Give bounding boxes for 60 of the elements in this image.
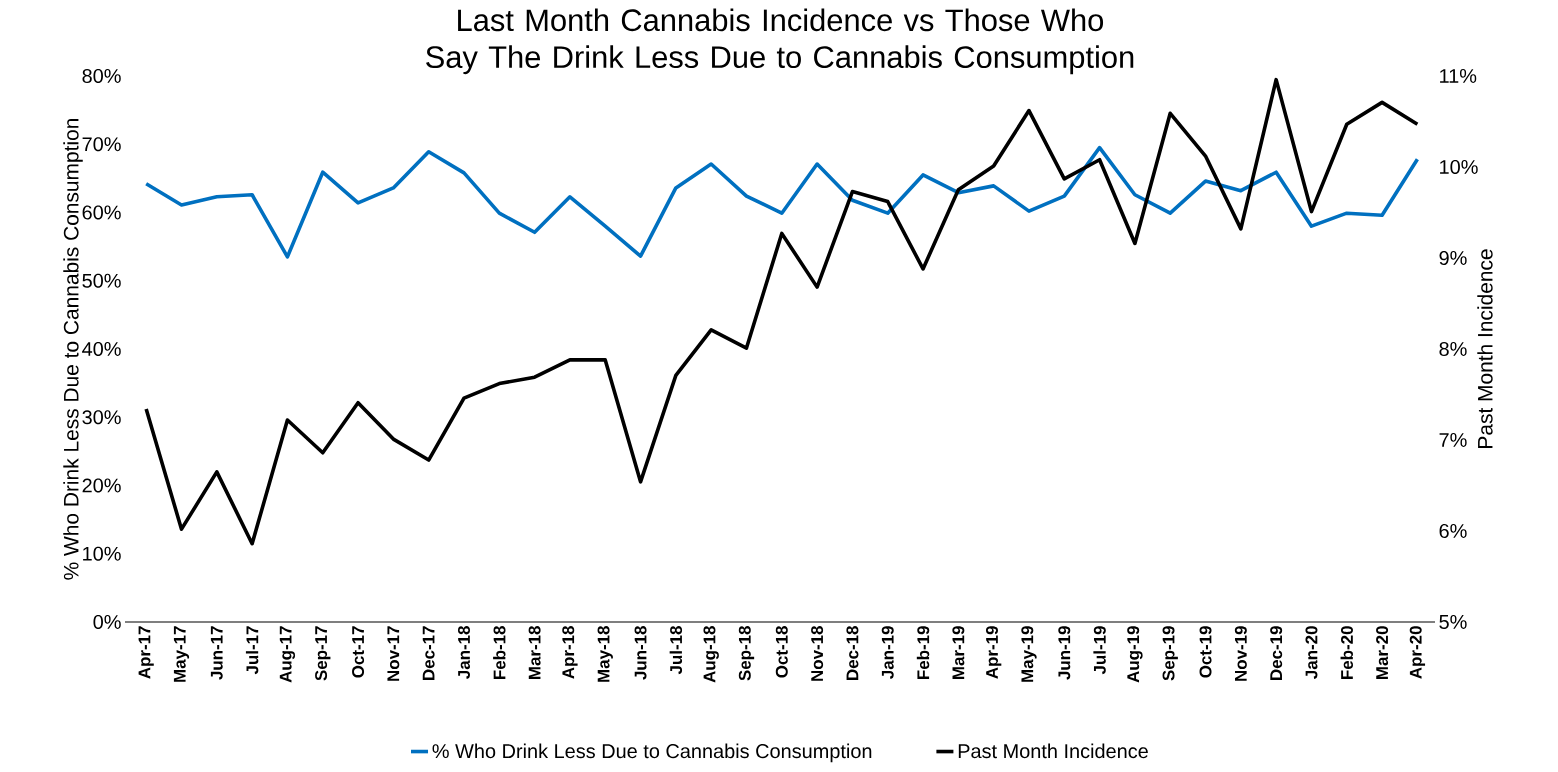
x-tick-label: Dec-18 (846, 626, 859, 680)
chart-title: Last Month Cannabis Incidence vs Those Who Say The Drink Less Due to Cannabis Consumption (426, 8, 1134, 75)
y-tick-label: 40% (82, 341, 121, 357)
x-tick-label: Jan-20 (1305, 626, 1318, 679)
x-tick-label: Jan-19 (881, 626, 894, 679)
x-tick-label: Nov-17 (387, 626, 400, 681)
x-tick-label: Aug-18 (703, 626, 719, 683)
x-tick-label: Jun-17 (210, 626, 223, 680)
y2-tick-label: 11% (1440, 69, 1477, 83)
x-tick-label: Oct-19 (1199, 626, 1212, 678)
x-tick-label: Jul-17 (245, 626, 259, 675)
x-tick-label: Dec-19 (1270, 626, 1283, 680)
legend-label: % Who Drink Less Due to Cannabis Consumption (432, 743, 872, 763)
y2-tick-label: 8% (1439, 341, 1467, 357)
x-tick-label: Feb-18 (493, 626, 506, 679)
x-tick-label: Sep-18 (738, 626, 755, 681)
x-tick-label: Feb-20 (1340, 626, 1353, 679)
y-tick-label: 10% (83, 546, 121, 561)
y-tick-label: 80% (82, 68, 121, 84)
x-tick-label: Nov-18 (811, 626, 824, 681)
x-tick-label: Aug-19 (1127, 626, 1143, 683)
y-tick-label: 0% (93, 614, 121, 630)
x-tick-label: Mar-18 (528, 626, 541, 679)
x-tick-label: Oct-18 (775, 626, 788, 678)
y-tick-label: 30% (82, 410, 121, 425)
x-tick-label: Jun-18 (634, 626, 647, 680)
x-tick-label: Sep-19 (1162, 626, 1178, 681)
x-tick-label: Dec-17 (422, 626, 435, 680)
x-tick-label: Jun-19 (1058, 626, 1071, 680)
line-series (144, 145, 1420, 259)
x-tick-label: Feb-19 (916, 626, 930, 679)
x-tick-label: Apr-18 (562, 626, 578, 679)
y2-tick-label: 10% (1440, 159, 1478, 175)
x-tick-label: Nov-19 (1234, 626, 1247, 681)
y2-tick-label: 6% (1439, 523, 1467, 539)
x-tick-label: Mar-19 (952, 626, 965, 679)
y2-tick-label: 5% (1439, 614, 1467, 629)
x-tick-label: Jan-18 (457, 626, 470, 679)
y2-tick-label: 9% (1439, 250, 1467, 266)
line-series (144, 77, 1420, 546)
x-tick-label: May-18 (597, 626, 613, 682)
y-tick-label: 50% (82, 273, 121, 288)
x-tick-label: Apr-20 (1409, 626, 1426, 679)
y2-axis-title: Past Month Incidence (1477, 249, 1493, 448)
y-axis-title: % Who Drink Less Due to Cannabis Consumption (63, 119, 83, 580)
y-tick-label: 70% (82, 137, 121, 152)
x-tick-label: Apr-17 (138, 626, 154, 679)
x-tick-label: Oct-17 (352, 626, 365, 678)
x-tick-label: Aug-17 (279, 626, 296, 683)
x-tick-label: Apr-19 (985, 626, 1002, 679)
y-tick-label: 60% (82, 205, 121, 220)
x-tick-label: Sep-17 (315, 626, 331, 681)
y2-tick-label: 7% (1439, 433, 1467, 447)
x-tick-label: May-17 (173, 626, 190, 682)
x-tick-label: Mar-20 (1376, 626, 1389, 679)
x-tick-label: Jul-18 (669, 626, 683, 675)
x-tick-label: Jul-19 (1093, 626, 1106, 675)
y-tick-label: 20% (82, 478, 121, 493)
x-tick-label: May-19 (1021, 626, 1037, 682)
legend-label: Past Month Incidence (958, 743, 1148, 759)
